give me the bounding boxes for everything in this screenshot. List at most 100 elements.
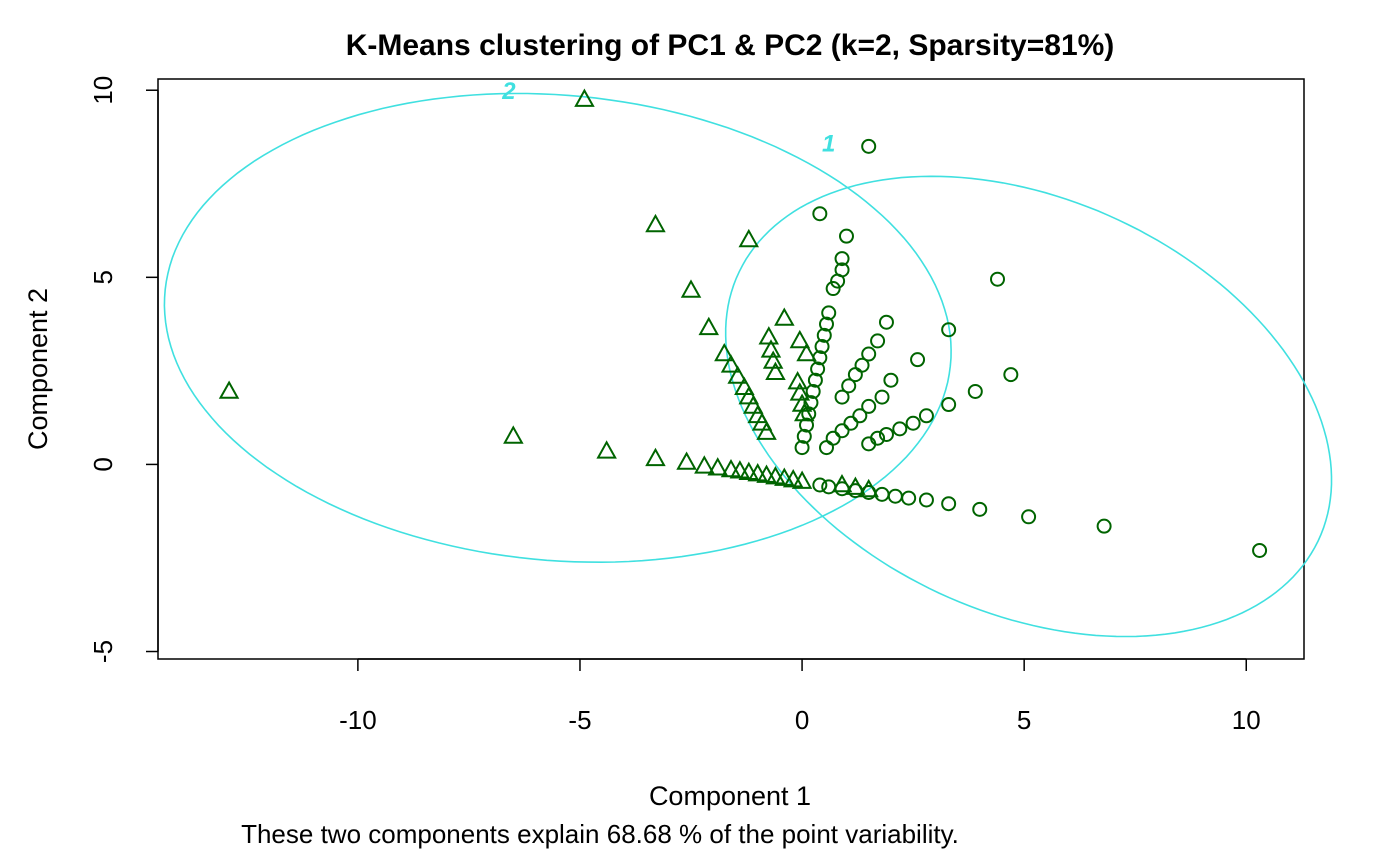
x-axis-label: Component 1 xyxy=(649,781,811,811)
data-points xyxy=(218,88,1268,558)
cluster-1-point xyxy=(794,440,810,456)
cluster-label-1: 1 xyxy=(822,131,835,158)
cluster-2-point xyxy=(218,380,240,399)
cluster-1-point xyxy=(870,333,886,349)
cluster-1-point xyxy=(807,372,823,388)
cluster-2-point xyxy=(756,421,777,440)
cluster-1-point xyxy=(814,339,830,355)
cluster-ellipse-2 xyxy=(163,92,952,564)
cluster-1-point xyxy=(1096,518,1112,534)
cluster-1-point xyxy=(1021,509,1037,525)
cluster-2-point xyxy=(680,279,702,298)
cluster-1-point xyxy=(887,488,903,504)
cluster-1-point xyxy=(878,426,894,442)
x-tick-label: 5 xyxy=(1017,705,1031,735)
cluster-1-point xyxy=(1252,542,1268,558)
cluster-2-point xyxy=(831,473,853,493)
cluster-1-point xyxy=(812,477,828,493)
cluster-1-point xyxy=(834,423,850,439)
cluster-1-point xyxy=(812,206,828,222)
x-tick-label: 10 xyxy=(1232,705,1261,735)
cluster-2-point xyxy=(714,342,735,362)
cluster-2-point xyxy=(727,365,748,384)
variability-subtitle: These two components explain 68.68 % of … xyxy=(241,819,959,849)
cluster-2-point xyxy=(789,329,811,349)
cluster-2-point xyxy=(694,455,715,474)
cluster-2-point xyxy=(645,213,666,233)
cluster-2-point xyxy=(698,316,719,336)
cluster-1-point xyxy=(1003,367,1019,383)
cluster-2-point xyxy=(503,425,524,444)
cluster-ellipses xyxy=(163,92,1333,638)
y-tick-label: 10 xyxy=(88,76,118,105)
cluster-1-point xyxy=(941,397,957,413)
cluster-1-point xyxy=(878,314,894,330)
cluster-1-point xyxy=(834,251,850,267)
cluster-1-point xyxy=(847,367,863,383)
cluster-1-point xyxy=(810,361,826,377)
cluster-1-point xyxy=(819,316,834,332)
cluster-2-point xyxy=(765,466,786,485)
cluster-1-point xyxy=(901,490,917,506)
cluster-2-point xyxy=(756,464,777,483)
cluster-2-point xyxy=(758,326,779,345)
cluster-1-point xyxy=(941,496,957,512)
cluster-2-point xyxy=(747,404,768,424)
y-tick-label: 5 xyxy=(88,270,118,284)
cluster-1-point xyxy=(825,281,841,297)
cluster-1-point xyxy=(841,378,857,394)
cluster-2-point xyxy=(645,447,666,467)
cluster-1-point xyxy=(805,383,821,399)
cluster-2-point xyxy=(738,228,759,248)
cluster-1-point xyxy=(861,138,877,154)
x-tick-label: -10 xyxy=(339,705,377,735)
x-tick-label: 0 xyxy=(795,705,809,735)
cluster-labels: 12 xyxy=(501,78,835,157)
chart-title: K-Means clustering of PC1 & PC2 (k=2, Sp… xyxy=(346,29,1115,62)
cluster-1-point xyxy=(967,383,983,399)
x-axis: -10 -5 0 5 10 xyxy=(339,658,1261,735)
cluster-1-point xyxy=(892,421,908,437)
cluster-1-point xyxy=(834,389,850,405)
cluster-1-point xyxy=(861,398,877,414)
cluster-ellipse-1 xyxy=(724,175,1333,638)
cluster-2-point xyxy=(596,440,617,459)
cluster-2-point xyxy=(796,342,817,362)
cluster-1-point xyxy=(819,440,834,456)
cluster-2-point xyxy=(858,478,879,498)
cluster-1-point xyxy=(874,389,890,405)
cluster-2-point xyxy=(707,457,728,476)
cluster-1-point xyxy=(874,486,890,502)
y-tick-label: -5 xyxy=(88,640,118,663)
cluster-2-point xyxy=(774,307,795,326)
cluster-1-point xyxy=(796,428,812,444)
cluster-2-point xyxy=(765,361,786,380)
cluster-2-point xyxy=(574,88,595,107)
cluster-2-point xyxy=(793,402,815,422)
cluster-1-point xyxy=(803,395,819,411)
cluster-2-point xyxy=(729,460,751,479)
x-tick-label: -5 xyxy=(568,705,591,735)
cluster-2-point xyxy=(782,469,804,488)
cluster-1-point xyxy=(905,415,921,431)
cluster-1-point xyxy=(883,372,899,388)
cluster-1-point xyxy=(854,357,870,373)
cluster-1-point xyxy=(821,305,837,321)
cluster-1-point xyxy=(799,417,815,433)
y-tick-label: 0 xyxy=(88,457,118,471)
cluster-1-point xyxy=(830,273,846,289)
cluster-2-point xyxy=(791,470,813,489)
cluster-1-point xyxy=(852,408,868,424)
cluster-1-point xyxy=(972,501,988,517)
cluster-2-point xyxy=(720,354,742,373)
cluster-1-point xyxy=(918,492,934,508)
cluster-1-point xyxy=(816,327,832,343)
y-axis-label: Component 2 xyxy=(23,288,53,450)
cluster-1-point xyxy=(990,271,1006,287)
plot-frame xyxy=(157,78,1305,660)
cluster-1-point xyxy=(918,408,934,424)
cluster-2-point xyxy=(787,371,808,390)
cluster-2-point xyxy=(676,451,697,470)
cluster-1-point xyxy=(861,346,877,362)
